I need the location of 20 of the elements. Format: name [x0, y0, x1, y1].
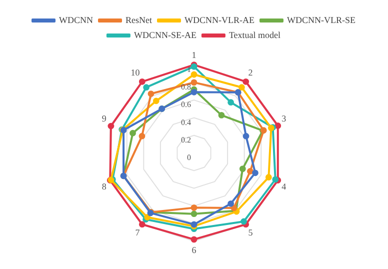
legend-label: WDCNN — [59, 14, 94, 25]
spoke-label: 9 — [102, 113, 107, 124]
spoke-label: 10 — [130, 67, 140, 78]
spoke-label: 3 — [282, 113, 287, 124]
legend-label: WDCNN-SE-AE — [134, 30, 197, 40]
spoke-label: 6 — [192, 244, 197, 255]
y-tick-label: 0.2 — [181, 135, 191, 144]
spoke-label: 4 — [282, 181, 287, 192]
spoke-label: 8 — [102, 181, 107, 192]
spoke-label: 2 — [248, 67, 253, 78]
y-tick-label: 0.6 — [181, 100, 191, 110]
spoke-label: 7 — [135, 227, 140, 238]
legend-label: Textual model — [228, 30, 282, 40]
legend-label: WDCNN-VLR-AE — [184, 14, 255, 25]
y-tick-label: 1 — [192, 50, 196, 60]
legend-label: ResNet — [126, 14, 153, 25]
y-tick-label: 0.4 — [181, 118, 191, 127]
spoke-label: 5 — [248, 227, 254, 238]
legend-label: WDCNN-VLR-SE — [286, 14, 356, 25]
y-tick-label: 0 — [187, 153, 191, 162]
